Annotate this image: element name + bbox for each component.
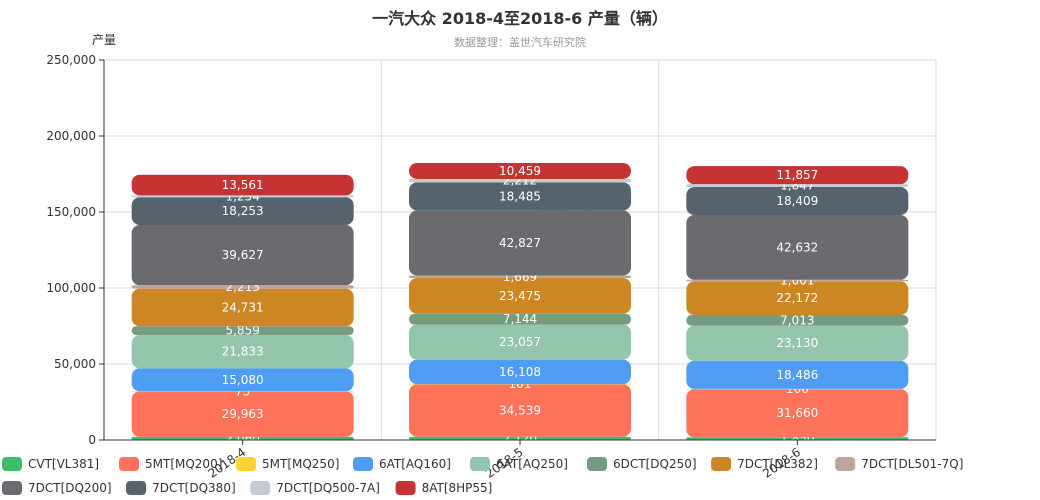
bar-segment bbox=[409, 210, 631, 276]
bar-segment bbox=[131, 195, 354, 198]
bar-segment bbox=[131, 368, 354, 392]
legend: CVT[VL381] 5MT[MQ200] 5MT[MQ250] 6AT[AQ160]… bbox=[2, 457, 963, 495]
legend-swatch bbox=[711, 457, 732, 471]
legend-label[interactable]: 6DCT[DQ250] bbox=[613, 457, 697, 471]
chart-title: 一汽大众 2018-4至2018-6 产量（辆） bbox=[372, 9, 668, 28]
bar-segment bbox=[131, 335, 354, 369]
y-tick-label: 50,000 bbox=[54, 357, 96, 371]
legend-swatch bbox=[470, 457, 490, 471]
legend-label[interactable]: 6AT[AQ160] bbox=[379, 457, 451, 471]
bar-segment bbox=[131, 326, 354, 336]
data-label: 31,660 bbox=[776, 406, 818, 420]
bar-segment bbox=[686, 325, 909, 361]
legend-swatch bbox=[2, 481, 22, 495]
data-label: 42,632 bbox=[776, 240, 818, 254]
bar-segment bbox=[686, 184, 909, 187]
data-label: 10,459 bbox=[499, 164, 541, 178]
legend-label[interactable]: 8AT[8HP55] bbox=[422, 481, 493, 495]
legend-label[interactable]: 6AT[AQ250] bbox=[496, 457, 568, 471]
bar-segment bbox=[686, 437, 909, 440]
data-label: 24,731 bbox=[222, 300, 264, 314]
legend-label[interactable]: 7DCT[DQ500-7A] bbox=[276, 481, 380, 495]
bar-segment bbox=[131, 285, 354, 289]
data-label: 18,409 bbox=[776, 194, 818, 208]
bar-segment bbox=[686, 360, 909, 389]
bar-segment bbox=[686, 314, 909, 326]
bar-segment bbox=[686, 214, 909, 280]
bar-segment bbox=[686, 186, 909, 215]
data-label: 22,172 bbox=[776, 291, 818, 305]
data-label: 23,057 bbox=[499, 335, 541, 349]
legend-swatch bbox=[353, 457, 373, 471]
data-label: 16,108 bbox=[499, 365, 541, 379]
legend-label[interactable]: 7DCT[DL382] bbox=[737, 457, 818, 471]
data-label: 15,080 bbox=[222, 373, 264, 387]
y-tick-label: 0 bbox=[88, 433, 96, 447]
data-label: 18,253 bbox=[222, 204, 264, 218]
data-label: 42,827 bbox=[499, 236, 541, 250]
bar-segment bbox=[686, 388, 909, 390]
bar-segment bbox=[131, 197, 354, 226]
data-label: 7,013 bbox=[780, 313, 814, 327]
legend-swatch bbox=[835, 457, 856, 471]
legend-label[interactable]: CVT[VL381] bbox=[28, 457, 99, 471]
bar-segment bbox=[409, 182, 631, 211]
bar-segment bbox=[686, 166, 909, 185]
data-label: 23,475 bbox=[499, 289, 541, 303]
bar-segment bbox=[131, 391, 354, 392]
data-label: 7,144 bbox=[503, 312, 537, 326]
data-label: 13,561 bbox=[222, 178, 264, 192]
legend-label[interactable]: 7DCT[DQ380] bbox=[152, 481, 236, 495]
bar-segment bbox=[131, 174, 354, 196]
data-label: 23,130 bbox=[776, 336, 818, 350]
y-axis-label: 产量 bbox=[92, 33, 116, 47]
data-label: 5,859 bbox=[225, 324, 259, 338]
y-tick-label: 200,000 bbox=[46, 129, 96, 143]
bar-segment bbox=[409, 436, 631, 440]
data-label: 21,833 bbox=[222, 345, 264, 359]
y-tick-label: 100,000 bbox=[46, 281, 96, 295]
bar-segment bbox=[409, 313, 631, 325]
chart-subtitle: 数据整理：盖世汽车研究院 bbox=[454, 35, 586, 49]
bar-segment bbox=[131, 436, 354, 440]
legend-swatch bbox=[126, 481, 147, 495]
legend-label[interactable]: 7DCT[DQ200] bbox=[28, 481, 112, 495]
bar-segment bbox=[131, 225, 354, 286]
data-label: 29,963 bbox=[222, 407, 264, 421]
bar-segment bbox=[409, 324, 631, 360]
legend-swatch bbox=[236, 457, 256, 471]
y-tick-label: 250,000 bbox=[46, 53, 96, 67]
data-label: 18,486 bbox=[776, 368, 818, 382]
bar-segment bbox=[131, 288, 354, 327]
bar-segment bbox=[409, 359, 631, 385]
bar-segment bbox=[131, 391, 354, 437]
bar-segment bbox=[409, 384, 631, 437]
data-label: 18,485 bbox=[499, 189, 541, 203]
bar-segment bbox=[686, 279, 909, 282]
bar-segment bbox=[409, 178, 631, 183]
data-label: 34,539 bbox=[499, 404, 541, 418]
bars: 2,06029,9637515,08021,8335,85924,7312,21… bbox=[131, 163, 909, 446]
bar-segment bbox=[686, 281, 909, 315]
bar-segment bbox=[409, 275, 631, 279]
legend-swatch bbox=[2, 457, 22, 471]
legend-swatch bbox=[395, 481, 416, 495]
data-label: 39,627 bbox=[222, 248, 264, 262]
legend-swatch bbox=[119, 457, 139, 471]
bar-segment bbox=[409, 384, 631, 385]
legend-label[interactable]: 5MT[MQ250] bbox=[262, 457, 339, 471]
legend-swatch bbox=[250, 481, 271, 495]
y-tick-label: 150,000 bbox=[46, 205, 96, 219]
bar-segment bbox=[686, 389, 909, 438]
legend-label[interactable]: 5MT[MQ200] bbox=[145, 457, 222, 471]
legend-swatch bbox=[587, 457, 607, 471]
bar-segment bbox=[409, 278, 631, 314]
data-label: 11,857 bbox=[776, 168, 818, 182]
bar-segment bbox=[409, 163, 631, 179]
legend-label[interactable]: 7DCT[DL501-7Q] bbox=[861, 457, 963, 471]
